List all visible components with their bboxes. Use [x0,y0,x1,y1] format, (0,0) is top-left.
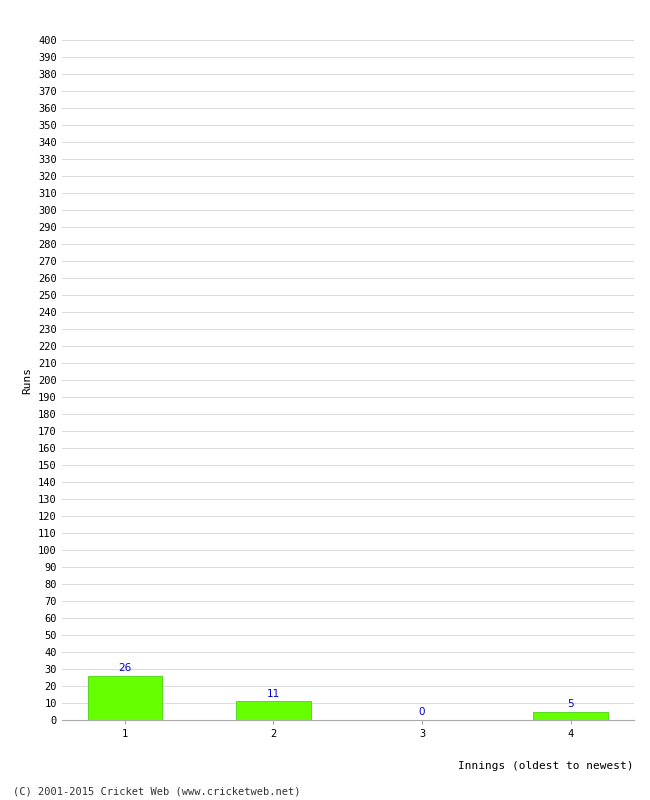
Text: (C) 2001-2015 Cricket Web (www.cricketweb.net): (C) 2001-2015 Cricket Web (www.cricketwe… [13,786,300,796]
Text: 5: 5 [567,699,574,709]
Text: 11: 11 [267,689,280,698]
Y-axis label: Runs: Runs [23,366,32,394]
Text: 26: 26 [118,663,131,674]
X-axis label: Innings (oldest to newest): Innings (oldest to newest) [458,761,634,771]
Bar [88,676,162,720]
Bar [534,711,608,720]
Text: 0: 0 [419,707,425,718]
Bar [237,702,311,720]
